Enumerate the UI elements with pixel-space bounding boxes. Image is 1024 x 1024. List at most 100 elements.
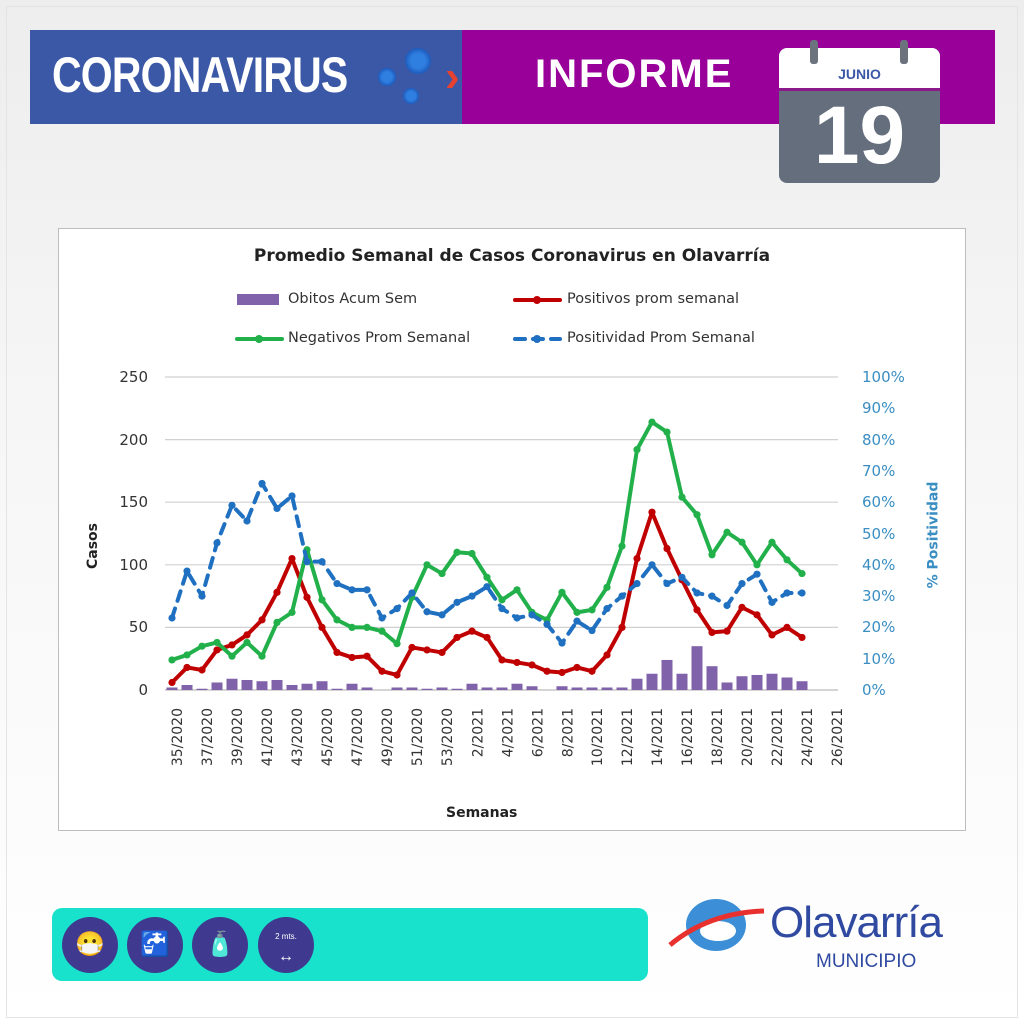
point-negativos — [288, 608, 296, 616]
point-positividad — [333, 579, 341, 588]
point-positivos — [753, 611, 761, 619]
point-positividad — [288, 492, 296, 500]
chevron-right-icon: › — [445, 52, 460, 101]
y-tick-label: 150 — [119, 493, 148, 512]
point-positivos — [258, 616, 266, 624]
y2-tick-label: 30% — [862, 587, 896, 606]
point-positivos — [273, 588, 281, 596]
bar-obitos — [601, 687, 613, 690]
point-positividad — [468, 592, 476, 600]
calendar-ring — [900, 40, 908, 64]
header-title: CORONAVIRUS — [52, 47, 348, 103]
point-negativos — [783, 556, 791, 564]
point-negativos — [678, 493, 686, 501]
bar-obitos — [166, 687, 178, 690]
point-positividad — [228, 501, 236, 509]
point-positivos — [483, 633, 491, 642]
bar-obitos — [766, 673, 778, 690]
olavarria-logo-icon — [668, 899, 765, 951]
legend-swatch-obitos — [237, 294, 279, 305]
calendar-header — [779, 48, 940, 91]
point-positividad — [768, 598, 776, 606]
point-negativos — [603, 583, 611, 591]
virus-icon — [405, 48, 431, 74]
point-negativos — [228, 652, 236, 660]
point-positividad — [753, 570, 761, 578]
point-positivos — [573, 663, 581, 672]
chart-title: Promedio Semanal de Casos Coronavirus en… — [253, 246, 771, 266]
point-positivos — [588, 667, 596, 675]
point-negativos — [723, 528, 731, 536]
point-negativos — [513, 586, 521, 594]
y2-tick-label: 20% — [862, 618, 896, 637]
bar-obitos — [346, 683, 358, 690]
point-positivos — [738, 603, 746, 611]
logo-name: Olavarría — [770, 898, 943, 947]
bar-obitos — [406, 687, 418, 690]
y2-tick-label: 70% — [862, 461, 896, 480]
bar-obitos — [271, 679, 283, 690]
calendar-day: 19 — [813, 90, 906, 181]
point-positividad — [618, 592, 626, 600]
point-positividad — [498, 605, 506, 613]
point-negativos — [213, 638, 221, 647]
point-positividad — [213, 539, 221, 547]
legend-label-obitos: Obitos Acum Sem — [288, 291, 418, 307]
line-positividad — [170, 481, 804, 646]
point-positividad — [408, 589, 416, 597]
y2-tick-label: 60% — [862, 493, 896, 512]
bar-obitos — [436, 687, 448, 690]
bar-obitos — [241, 679, 253, 690]
point-negativos — [198, 642, 206, 650]
bar-obitos — [721, 682, 733, 690]
calendar-month: JUNIO — [838, 66, 881, 82]
point-positivos — [333, 648, 341, 657]
bar-obitos — [451, 688, 463, 690]
bar-obitos — [691, 646, 703, 690]
point-positivos — [393, 671, 401, 679]
point-positividad — [738, 579, 746, 588]
point-positividad — [243, 517, 251, 525]
point-negativos — [663, 428, 671, 436]
bar-obitos — [751, 674, 763, 690]
point-negativos — [273, 618, 281, 626]
y2-tick-label: 100% — [862, 368, 905, 386]
legend-swatch-positivos-marker — [533, 296, 541, 304]
point-positivos — [198, 666, 206, 674]
point-negativos — [438, 569, 446, 578]
point-positivos — [558, 668, 566, 677]
point-negativos — [753, 561, 761, 569]
point-positividad — [648, 561, 656, 569]
bar-obitos — [481, 687, 493, 690]
point-positividad — [633, 579, 641, 588]
calendar-ring — [810, 40, 818, 64]
point-negativos — [498, 596, 506, 604]
legend-swatch-positividad-marker — [533, 335, 541, 343]
point-positividad — [783, 589, 791, 597]
point-positivos — [498, 656, 506, 664]
bar-obitos — [586, 687, 598, 690]
point-positividad — [303, 558, 311, 566]
point-positividad — [708, 592, 716, 600]
point-negativos — [573, 608, 581, 616]
point-positividad — [588, 626, 596, 635]
bar-obitos — [496, 687, 508, 690]
y-tick-label: 200 — [119, 430, 148, 449]
bar-obitos — [361, 687, 373, 690]
point-positividad — [603, 605, 611, 613]
bar-obitos — [301, 683, 313, 690]
point-positividad — [798, 589, 806, 597]
bar-obitos — [466, 683, 478, 690]
point-negativos — [168, 656, 176, 664]
point-positividad — [378, 614, 386, 622]
point-positivos — [348, 653, 356, 662]
social-distance-icon: 2 mts. ↔ — [258, 917, 314, 973]
point-positivos — [378, 667, 386, 675]
point-positivos — [408, 643, 416, 652]
sanitizer-spray-icon: 🧴 — [192, 917, 248, 973]
header-subtitle: INFORME — [535, 52, 734, 96]
bar-obitos — [646, 673, 658, 690]
y2-tick-label: 80% — [862, 430, 896, 449]
point-negativos — [558, 588, 566, 596]
point-positivos — [438, 648, 446, 657]
